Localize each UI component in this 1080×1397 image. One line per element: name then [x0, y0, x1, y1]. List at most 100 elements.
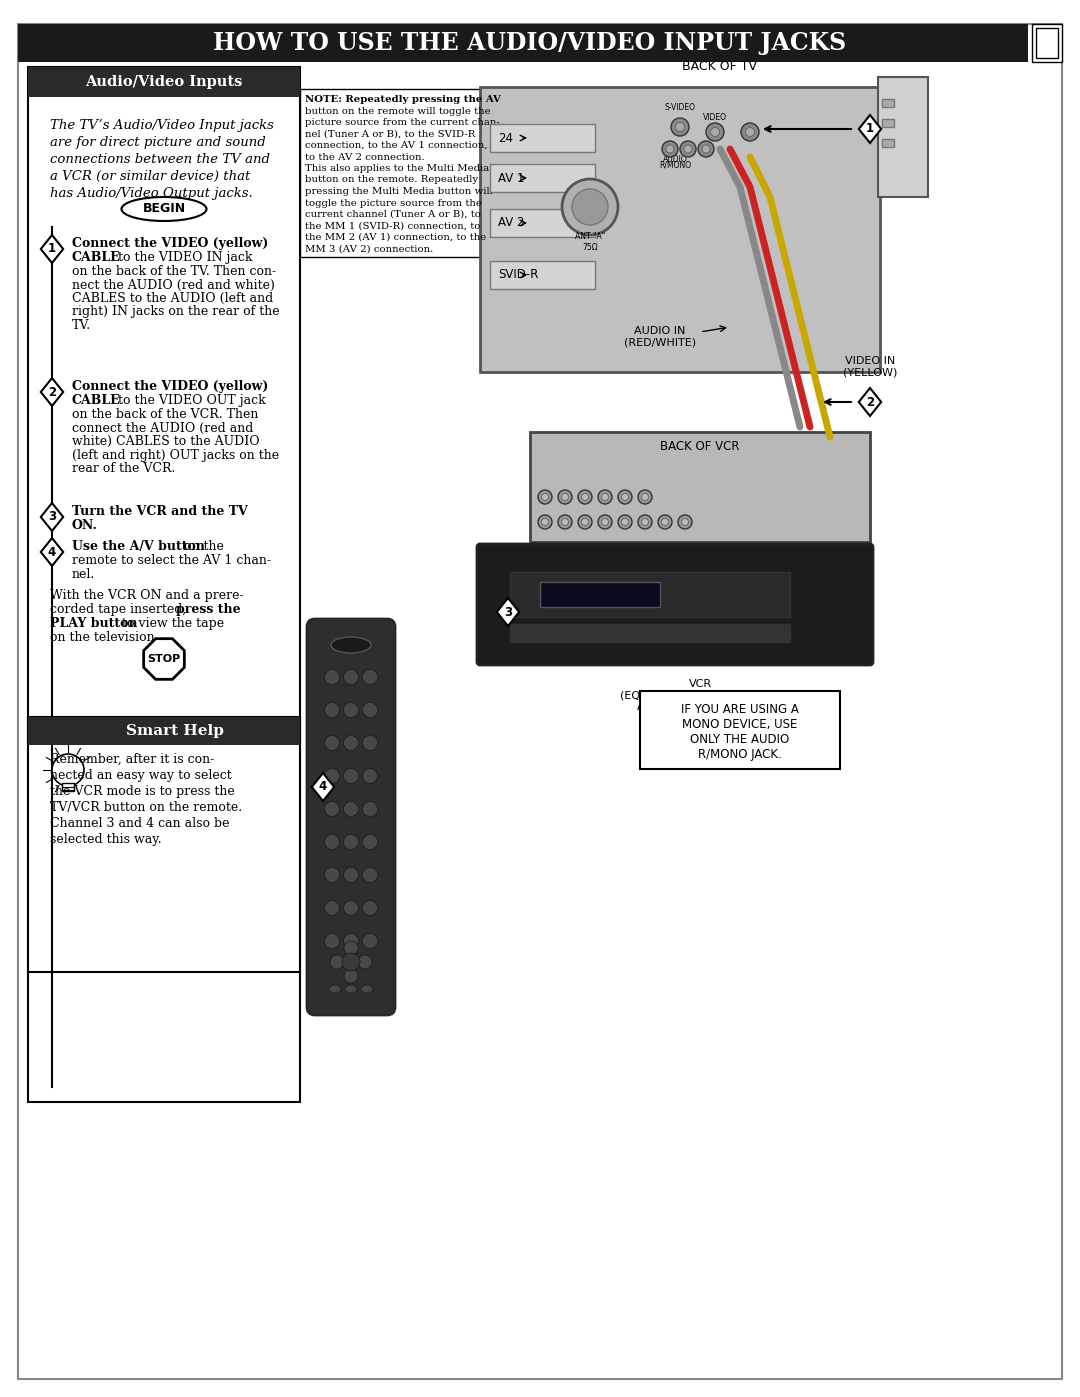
- Text: ON.: ON.: [72, 520, 98, 532]
- Polygon shape: [859, 388, 881, 416]
- Circle shape: [638, 490, 652, 504]
- Text: BACK OF TV: BACK OF TV: [683, 60, 757, 74]
- Circle shape: [343, 834, 359, 849]
- Text: on the: on the: [180, 541, 224, 553]
- Circle shape: [638, 515, 652, 529]
- Text: Audio/Video Inputs: Audio/Video Inputs: [85, 75, 243, 89]
- Circle shape: [363, 768, 378, 784]
- Circle shape: [618, 515, 632, 529]
- Circle shape: [621, 518, 629, 525]
- Text: corded tape inserted,: corded tape inserted,: [50, 604, 190, 616]
- Circle shape: [711, 127, 719, 137]
- Text: Channel 3 and 4 can also be: Channel 3 and 4 can also be: [50, 817, 229, 830]
- Text: 2: 2: [48, 386, 56, 398]
- Bar: [882, 119, 894, 127]
- Text: S-VIDEO: S-VIDEO: [664, 102, 696, 112]
- Bar: [480, 87, 880, 372]
- Text: picture source from the current chan-: picture source from the current chan-: [305, 117, 500, 127]
- Text: on the television.: on the television.: [50, 631, 159, 644]
- Circle shape: [678, 515, 692, 529]
- Bar: [1036, 28, 1058, 59]
- Bar: [878, 77, 928, 197]
- Text: MM 3 (AV 2) connection.: MM 3 (AV 2) connection.: [305, 244, 433, 253]
- Text: NOTE: Repeatedly pressing the AV: NOTE: Repeatedly pressing the AV: [305, 95, 501, 103]
- Text: the MM 1 (SVID-R) connection, to: the MM 1 (SVID-R) connection, to: [305, 222, 481, 231]
- Circle shape: [666, 145, 674, 154]
- Text: white) CABLES to the AUDIO: white) CABLES to the AUDIO: [72, 434, 259, 448]
- Circle shape: [343, 868, 359, 883]
- Circle shape: [343, 901, 359, 915]
- Text: to the VIDEO IN jack: to the VIDEO IN jack: [114, 251, 253, 264]
- Circle shape: [343, 669, 359, 685]
- Polygon shape: [41, 235, 64, 263]
- Circle shape: [52, 754, 84, 787]
- Circle shape: [745, 127, 755, 137]
- Circle shape: [572, 189, 608, 225]
- Circle shape: [363, 802, 378, 816]
- Text: IF YOU ARE USING A: IF YOU ARE USING A: [681, 703, 799, 717]
- Circle shape: [538, 515, 552, 529]
- Text: CABLES to the AUDIO (left and: CABLES to the AUDIO (left and: [72, 292, 273, 305]
- Text: Turn the VCR and the TV: Turn the VCR and the TV: [72, 504, 247, 518]
- Bar: [300, 89, 512, 257]
- Text: to the VIDEO OUT jack: to the VIDEO OUT jack: [114, 394, 266, 407]
- Text: connect the AUDIO (red and: connect the AUDIO (red and: [72, 422, 254, 434]
- Bar: [490, 124, 595, 152]
- Circle shape: [702, 145, 710, 154]
- Text: has Audio/Video Output jacks.: has Audio/Video Output jacks.: [50, 187, 253, 200]
- Text: nel.: nel.: [72, 567, 95, 581]
- Text: BEGIN: BEGIN: [143, 203, 186, 215]
- Bar: [540, 583, 660, 608]
- Circle shape: [345, 942, 357, 956]
- Circle shape: [602, 493, 608, 500]
- Circle shape: [541, 493, 549, 500]
- Text: This also applies to the Multi Media: This also applies to the Multi Media: [305, 163, 489, 173]
- Text: 3: 3: [48, 510, 56, 524]
- Circle shape: [324, 802, 339, 816]
- Text: R/MONO JACK.: R/MONO JACK.: [698, 747, 782, 761]
- Text: AV 1: AV 1: [498, 172, 525, 184]
- Circle shape: [578, 515, 592, 529]
- Bar: [28, 67, 300, 96]
- Text: ONLY THE AUDIO: ONLY THE AUDIO: [690, 733, 789, 746]
- Text: to view the tape: to view the tape: [118, 617, 225, 630]
- Circle shape: [363, 735, 378, 750]
- Text: rear of the VCR.: rear of the VCR.: [72, 462, 175, 475]
- Text: TV.: TV.: [72, 319, 91, 332]
- Circle shape: [342, 953, 360, 971]
- Circle shape: [658, 515, 672, 529]
- Text: VIDEO: VIDEO: [703, 113, 727, 122]
- Text: VIDEO IN
(YELLOW): VIDEO IN (YELLOW): [842, 356, 897, 377]
- Circle shape: [642, 518, 648, 525]
- Text: BACK OF VCR: BACK OF VCR: [660, 440, 740, 454]
- Text: press the: press the: [176, 604, 241, 616]
- Circle shape: [684, 145, 692, 154]
- Bar: [510, 571, 789, 617]
- Circle shape: [363, 669, 378, 685]
- Circle shape: [681, 518, 689, 525]
- Circle shape: [345, 970, 357, 983]
- Circle shape: [363, 703, 378, 718]
- Text: selected this way.: selected this way.: [50, 833, 162, 847]
- Text: AV 2: AV 2: [498, 217, 525, 229]
- Text: STOP: STOP: [147, 654, 180, 664]
- Text: button on the remote. Repeatedly: button on the remote. Repeatedly: [305, 176, 478, 184]
- Circle shape: [602, 518, 608, 525]
- Circle shape: [581, 518, 589, 525]
- Text: R/MONO: R/MONO: [659, 161, 691, 169]
- Polygon shape: [41, 379, 64, 407]
- Bar: [510, 624, 789, 643]
- Polygon shape: [859, 115, 881, 142]
- Circle shape: [324, 868, 339, 883]
- Circle shape: [343, 802, 359, 816]
- Circle shape: [642, 493, 648, 500]
- Circle shape: [578, 490, 592, 504]
- Text: VCR
(EQUIPPED WITH VIDEO AND
AUDIO OUTPUT JACKS): VCR (EQUIPPED WITH VIDEO AND AUDIO OUTPU…: [620, 679, 780, 712]
- Circle shape: [598, 515, 612, 529]
- Circle shape: [581, 493, 589, 500]
- Text: 1: 1: [48, 243, 56, 256]
- Text: 3: 3: [504, 605, 512, 619]
- Text: CABLE: CABLE: [72, 394, 121, 407]
- Text: Connect the VIDEO (yellow): Connect the VIDEO (yellow): [72, 237, 268, 250]
- Text: AUDIO: AUDIO: [663, 155, 687, 163]
